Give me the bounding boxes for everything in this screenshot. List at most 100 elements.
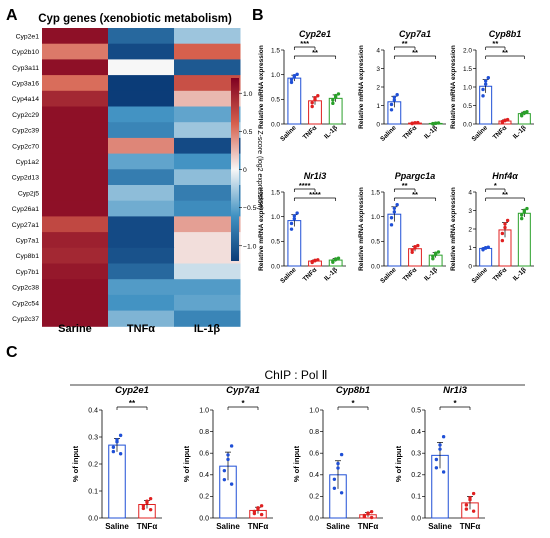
x-category-label: Saline — [105, 522, 129, 531]
data-point — [332, 477, 337, 481]
heatmap-cell — [174, 263, 241, 280]
data-point — [389, 102, 394, 107]
sig-label: *** — [300, 39, 309, 48]
y-tick-label: 1.0 — [271, 214, 280, 221]
heatmap-cell — [174, 59, 241, 76]
data-point — [313, 258, 317, 262]
data-point — [503, 222, 507, 226]
heatmap-gene-label: Cyp2d13 — [12, 175, 39, 182]
data-point — [316, 258, 320, 262]
data-point — [471, 491, 476, 496]
heatmap-cell — [108, 137, 175, 155]
y-tick-label: 0.5 — [271, 239, 280, 246]
bar-chart-cyp8b1: Cyp8b1 0.0 0.5 1.0 1.5 2.0 Relative mRNA expre… — [450, 29, 534, 143]
y-tick-label: 0.0 — [271, 263, 280, 270]
y-axis-label: Relative mRNA expression — [358, 187, 365, 271]
data-point — [226, 453, 230, 457]
data-point — [222, 468, 227, 473]
y-axis-label: % of input — [292, 445, 301, 482]
y-tick-label: 0.0 — [371, 263, 380, 270]
data-point — [486, 76, 491, 80]
x-category-label: Saline — [379, 124, 398, 143]
data-point — [310, 259, 314, 264]
data-point — [410, 248, 414, 252]
data-point — [441, 470, 446, 474]
y-tick-label: 0.0 — [88, 515, 98, 522]
heatmap-gene-label: Cyp2b10 — [12, 49, 39, 56]
heatmap-cell — [108, 122, 175, 139]
data-point — [259, 512, 264, 517]
data-point — [389, 216, 394, 220]
chart-title: Cyp8b1 — [336, 385, 370, 396]
heatmap-cell — [174, 216, 241, 233]
data-point — [522, 110, 527, 115]
x-category-label: IL-1β — [512, 124, 528, 140]
y-tick-label: 0.0 — [411, 515, 421, 522]
y-tick-label: 1.0 — [371, 214, 380, 221]
x-category-label: IL-1β — [323, 266, 339, 282]
chart-title: Cyp7a1 — [226, 385, 260, 396]
heatmap-cell — [42, 43, 109, 60]
y-tick-label: 2 — [468, 226, 472, 233]
y-tick-label: 0.2 — [309, 494, 319, 501]
sig-label: ** — [129, 399, 136, 408]
data-point — [366, 512, 370, 516]
x-category-label: Saline — [428, 522, 452, 531]
data-point — [464, 503, 469, 507]
heatmap-cell — [174, 232, 241, 249]
y-tick-label: 0.4 — [199, 472, 209, 479]
data-point — [392, 206, 397, 210]
data-point — [483, 79, 488, 83]
y-tick-label: 0.1 — [411, 494, 421, 501]
y-axis-label: Relative mRNA expression — [358, 45, 365, 129]
heatmap-cell — [108, 75, 175, 92]
heatmap-cell — [108, 200, 175, 217]
data-point — [505, 117, 510, 122]
chip-title: ChIP : Pol Ⅱ — [264, 368, 327, 382]
data-point — [481, 94, 485, 98]
bar-chart-cyp8b1: Cyp8b1 0.0 0.2 0.4 0.6 0.8 1.0 % of input Saline… — [292, 385, 383, 531]
data-point — [336, 461, 340, 466]
heatmap-cell — [108, 106, 175, 123]
data-point — [431, 254, 435, 259]
data-point — [525, 206, 529, 211]
x-category-label: Saline — [471, 266, 490, 285]
data-point — [292, 217, 297, 221]
y-tick-label: 0.2 — [411, 472, 421, 479]
data-point — [519, 213, 524, 217]
x-category-label: Saline — [279, 266, 298, 285]
heatmap-cell — [42, 200, 109, 217]
heatmap-gene-label: Cyp2c29 — [12, 112, 39, 119]
y-tick-label: 0 — [468, 263, 472, 270]
heatmap-gene-label: Cyp2e1 — [16, 33, 40, 40]
heatmap-cell — [174, 169, 241, 186]
data-point — [229, 482, 234, 486]
chart-title: Hnf4α — [492, 171, 518, 181]
data-point — [519, 216, 524, 221]
y-tick-label: 0.6 — [199, 451, 209, 458]
bar — [108, 444, 126, 519]
colorbar-tick-label: 1.0 — [243, 91, 253, 98]
colorbar-tick-label: −0.5 — [243, 205, 257, 212]
heatmap-cell — [42, 75, 109, 92]
heatmap-gene-label: Cyp2c39 — [12, 128, 39, 135]
data-point — [313, 95, 317, 100]
data-point — [438, 447, 442, 451]
data-point — [141, 506, 146, 511]
y-tick-label: 4 — [376, 47, 380, 54]
chart-title: Nr1i3 — [443, 385, 467, 396]
data-point — [471, 509, 476, 513]
y-tick-label: 0.0 — [199, 515, 209, 522]
data-point — [339, 491, 344, 495]
data-point — [310, 101, 314, 105]
heatmap-cell — [42, 263, 109, 280]
data-point — [332, 486, 337, 490]
y-tick-label: 0.0 — [309, 515, 319, 522]
heatmap-cell — [108, 28, 175, 45]
y-tick-label: 0.0 — [463, 121, 472, 128]
heatmap: Cyp2e1 Cyp2b10 Cyp3a11 Cyp3a16 Cyp4a14 Cyp2c2… — [12, 28, 241, 335]
y-tick-label: 1.5 — [371, 189, 380, 196]
data-point — [336, 466, 340, 470]
data-point — [519, 112, 524, 117]
colorbar-tick-label: −1.0 — [243, 243, 257, 250]
